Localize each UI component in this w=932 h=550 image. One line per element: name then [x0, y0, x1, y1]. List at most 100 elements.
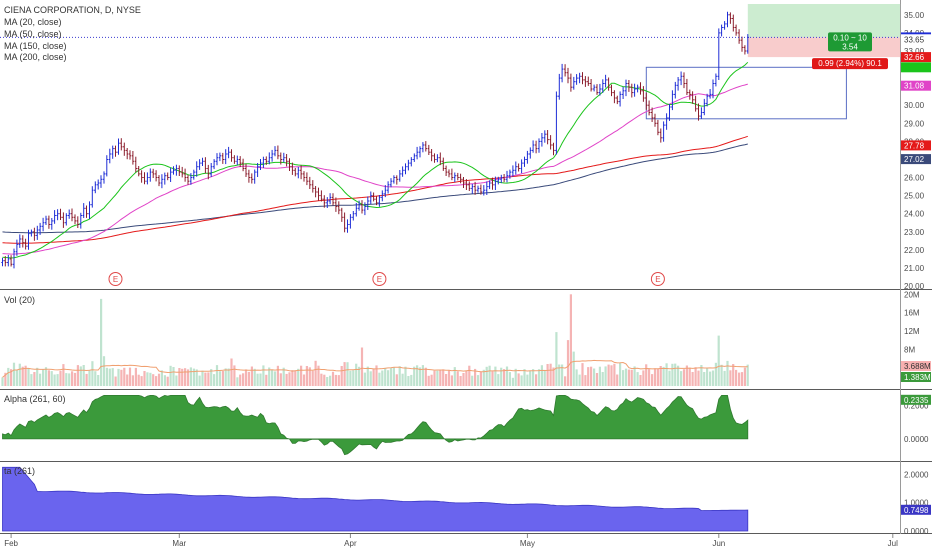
price-bar [468, 181, 471, 191]
price-bar [398, 170, 401, 182]
price-bar [149, 168, 152, 182]
price-bar [218, 152, 222, 162]
price-bar [114, 145, 117, 157]
price-bar [442, 157, 445, 171]
volume-ma-line [2, 359, 748, 378]
volume-bar [213, 374, 216, 386]
volume-bar [108, 368, 111, 386]
price-bar [392, 175, 396, 184]
price-bar [262, 156, 265, 168]
price-bar [732, 14, 735, 32]
volume-bar [85, 373, 88, 386]
price-bar [70, 208, 74, 222]
price-bar [192, 169, 195, 180]
volume-bar [735, 369, 738, 386]
price-bar [1, 257, 4, 267]
price-bar [131, 151, 135, 165]
price-bar [410, 157, 413, 167]
volume-bar [239, 374, 242, 386]
beta-tick: 0.0000 [904, 527, 929, 536]
price-bar [598, 83, 602, 96]
volume-bar [192, 368, 195, 386]
volume-bar [323, 374, 326, 386]
volume-bar [44, 367, 48, 386]
price-bar [360, 200, 364, 214]
volume-bar [378, 372, 381, 386]
price-bar [473, 181, 477, 195]
volume-bar [198, 375, 201, 386]
volume-bar [314, 360, 317, 386]
volume-bar [100, 298, 103, 386]
price-bar [253, 169, 256, 184]
price-bar [82, 203, 85, 218]
volume-bar [636, 372, 639, 386]
price-bar [560, 63, 564, 83]
range-rectangle[interactable] [645, 66, 847, 120]
beta-label: ta (261) [4, 466, 35, 476]
volume-bar [459, 376, 462, 386]
volume-bar [137, 374, 140, 386]
price-bar [33, 227, 36, 241]
volume-bar [688, 367, 691, 386]
volume-bar [4, 372, 7, 386]
price-bar [711, 79, 715, 99]
volume-bar [610, 365, 613, 386]
volume-bar [215, 365, 219, 386]
price-bar [233, 155, 236, 164]
volume-bar [33, 372, 36, 386]
volume-bar [120, 369, 123, 386]
volume-bar [288, 372, 291, 386]
price-bar [355, 202, 358, 217]
price-bar [671, 90, 674, 111]
price-bar [436, 154, 439, 163]
volume-bar [163, 375, 166, 386]
price-bar [18, 234, 21, 248]
price-bar [511, 165, 515, 177]
price-bar [630, 83, 633, 98]
volume-bar [601, 372, 604, 386]
volume-bar [256, 373, 259, 386]
price-bar [427, 144, 430, 155]
volume-bar [604, 366, 607, 386]
volume-bar [595, 373, 599, 386]
price-bar [285, 154, 288, 167]
price-bar [604, 74, 607, 88]
chart-title: CIENA CORPORATION, D, NYSE [4, 5, 141, 15]
volume-bar [76, 365, 79, 386]
earnings-marker: E [108, 272, 123, 286]
volume-bar [529, 370, 532, 386]
price-tag-ma20: 32.66 [901, 52, 931, 63]
price-bar [24, 238, 27, 250]
volume-bar [207, 372, 210, 386]
price-bar [270, 149, 274, 162]
volume-bar [326, 377, 329, 386]
volume-bar [697, 370, 700, 386]
take-profit-zone[interactable] [747, 4, 901, 38]
volume-bar [520, 375, 523, 386]
volume-bar [221, 371, 224, 386]
price-tick: 30.00 [904, 101, 925, 110]
price-bar [212, 159, 216, 170]
price-bar [340, 207, 343, 222]
price-bar [636, 84, 639, 93]
volume-bar [56, 374, 59, 386]
price-bar [737, 29, 741, 44]
volume-bar [140, 376, 143, 386]
price-bar [227, 146, 230, 159]
price-bar [337, 201, 340, 215]
volume-bar [497, 374, 500, 386]
volume-bar [407, 376, 410, 386]
price-bar [7, 254, 10, 267]
volume-bar [111, 368, 114, 386]
price-bar [102, 171, 106, 184]
stop-loss-zone[interactable] [747, 37, 901, 58]
volume-bar [624, 368, 628, 386]
volume-bar [511, 377, 514, 386]
volume-bar [27, 368, 30, 386]
price-bar [729, 12, 732, 24]
price-bar [447, 169, 451, 178]
volume-bar [404, 366, 407, 386]
volume-bar [485, 366, 488, 386]
price-bar [494, 176, 497, 190]
volume-bar [424, 367, 427, 386]
